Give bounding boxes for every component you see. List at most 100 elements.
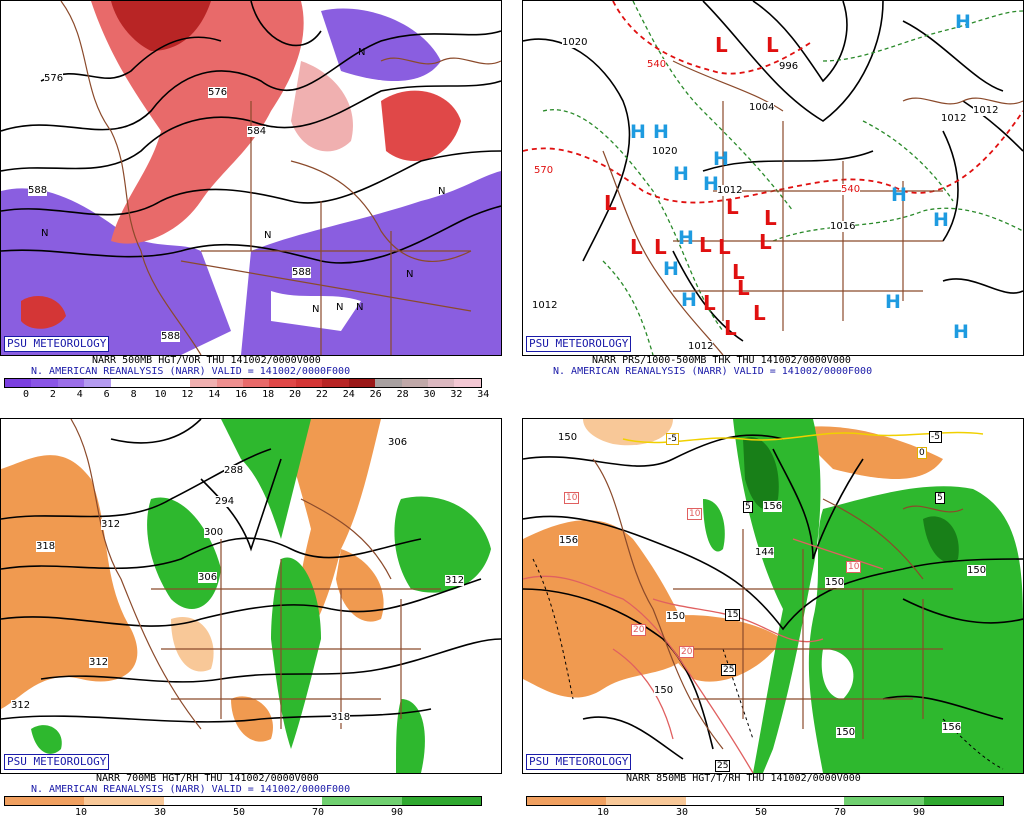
colorbar-tick-label: 2 bbox=[49, 389, 56, 400]
colorbar-tick-label: 6 bbox=[103, 389, 110, 400]
map-850mb-svg bbox=[523, 419, 1023, 773]
min-marker: N bbox=[312, 304, 320, 315]
colorbar-tick-label: 30 bbox=[153, 807, 167, 818]
high-pressure-marker: H bbox=[953, 321, 969, 343]
geography-outlines-p1 bbox=[60, 1, 501, 355]
high-pressure-marker: H bbox=[955, 11, 971, 33]
dry-area-northeast bbox=[793, 426, 943, 479]
low-pressure-marker: L bbox=[764, 206, 777, 230]
dry-area-central bbox=[171, 617, 214, 672]
vort-white-gap bbox=[271, 291, 361, 331]
height-label: 306 bbox=[198, 572, 218, 583]
isobar-label: 1012 bbox=[941, 113, 967, 124]
height-label: 318 bbox=[36, 541, 56, 552]
freezing-line bbox=[622, 431, 984, 444]
low-pressure-marker: L bbox=[726, 195, 739, 219]
colorbar-rh bbox=[526, 796, 1004, 806]
low-pressure-marker: L bbox=[732, 260, 745, 284]
isobar-label: 1020 bbox=[562, 37, 588, 48]
colorbar-segment bbox=[844, 797, 924, 805]
moist-core-east bbox=[923, 516, 959, 563]
temperature-label: 5 bbox=[935, 492, 945, 504]
moist-area-west bbox=[147, 497, 221, 609]
low-pressure-marker: L bbox=[630, 235, 643, 259]
temperature-label: 25 bbox=[715, 760, 731, 772]
colorbar-tick-label: 90 bbox=[390, 807, 404, 818]
height-label: 588 bbox=[28, 185, 48, 196]
high-pressure-marker: H bbox=[663, 258, 679, 280]
moist-area-southeast bbox=[396, 699, 425, 773]
moist-area-east bbox=[808, 486, 1023, 773]
height-contours-850mb bbox=[523, 434, 1023, 760]
colorbar-segment bbox=[137, 379, 164, 387]
vort-positive-area-main bbox=[91, 1, 304, 244]
temperature-label: 0 bbox=[917, 447, 927, 459]
colorbar-tick-label: 26 bbox=[369, 389, 382, 400]
dry-area-west bbox=[523, 520, 693, 698]
colorbar-tick-label: 0 bbox=[22, 389, 30, 400]
high-pressure-marker: H bbox=[885, 291, 901, 313]
colorbar-tick-label: 16 bbox=[235, 389, 248, 400]
temperature-label: 20 bbox=[631, 624, 647, 636]
colorbar-tick-label: 24 bbox=[342, 389, 355, 400]
colorbar-segment bbox=[322, 379, 349, 387]
isobar-label: 1012 bbox=[717, 185, 743, 196]
colorbar-tick-label: 14 bbox=[208, 389, 221, 400]
temperature-label: -5 bbox=[666, 433, 679, 445]
colorbar-segment bbox=[606, 797, 686, 805]
psu-meteorology-badge: PSU METEOROLOGY bbox=[526, 754, 632, 770]
low-pressure-marker: L bbox=[703, 291, 716, 315]
temperature-label: 10 bbox=[846, 561, 862, 573]
height-contours-700mb bbox=[1, 419, 501, 723]
moist-area-east bbox=[394, 496, 491, 593]
height-label: 294 bbox=[215, 496, 235, 507]
low-pressure-marker: L bbox=[699, 233, 712, 257]
geography-outlines-p3 bbox=[70, 419, 441, 730]
high-pressure-marker: H bbox=[703, 173, 719, 195]
high-pressure-marker: H bbox=[673, 163, 689, 185]
colorbar-tick-label: 12 bbox=[181, 389, 194, 400]
isobar-label: 1016 bbox=[830, 221, 856, 232]
colorbar-tick-label: 10 bbox=[74, 807, 88, 818]
height-label: 576 bbox=[208, 87, 228, 98]
dry-area-south bbox=[653, 615, 783, 682]
height-label: 150 bbox=[654, 685, 674, 696]
panel-700mb-rh: 318 312 300 294 288 306 312 312 312 318 … bbox=[0, 418, 502, 818]
colorbar-segment bbox=[163, 379, 191, 387]
colorbar-tick-label: 28 bbox=[396, 389, 409, 400]
panel-850mb-t-rh: 150 156 150 144 150 150 150 156 150 156 … bbox=[522, 418, 1024, 818]
height-label: 150 bbox=[825, 577, 845, 588]
low-pressure-marker: L bbox=[737, 276, 750, 300]
low-pressure-marker: L bbox=[718, 235, 731, 259]
min-marker: N bbox=[358, 47, 366, 58]
moist-area-central bbox=[733, 419, 821, 773]
height-label: 150 bbox=[836, 727, 856, 738]
colorbar-tick-label: 4 bbox=[76, 389, 83, 400]
colorbar-tick-label: 18 bbox=[262, 389, 275, 400]
high-pressure-marker: H bbox=[630, 121, 646, 143]
thickness-label: 540 bbox=[647, 59, 667, 70]
colorbar-segment bbox=[428, 379, 455, 387]
height-label: 156 bbox=[942, 722, 962, 733]
height-label: 584 bbox=[247, 126, 267, 137]
high-pressure-marker: H bbox=[891, 184, 907, 206]
low-pressure-marker: L bbox=[759, 230, 772, 254]
min-marker: N bbox=[438, 186, 446, 197]
psu-meteorology-badge: PSU METEOROLOGY bbox=[4, 336, 110, 352]
vort-positive-area-southwest bbox=[21, 296, 66, 329]
colorbar-segment bbox=[163, 797, 243, 805]
temperature-label: -5 bbox=[929, 431, 942, 443]
colorbar-vorticity bbox=[4, 378, 482, 388]
colorbar-tick-label: 32 bbox=[450, 389, 463, 400]
thickness-label: 570 bbox=[534, 165, 554, 176]
height-label: 144 bbox=[755, 547, 775, 558]
height-label: 300 bbox=[204, 527, 224, 538]
caption-line-2: N. AMERICAN REANALYSIS (NARR) VALID = 14… bbox=[31, 366, 351, 377]
caption-line-2: N. AMERICAN REANALYSIS (NARR) VALID = 14… bbox=[31, 784, 351, 795]
dry-area-west bbox=[1, 455, 138, 709]
dry-area-east bbox=[336, 549, 384, 622]
height-label: 156 bbox=[559, 535, 579, 546]
height-label: 318 bbox=[331, 712, 351, 723]
colorbar-tick-label: 8 bbox=[130, 389, 137, 400]
isobars bbox=[523, 1, 1023, 342]
